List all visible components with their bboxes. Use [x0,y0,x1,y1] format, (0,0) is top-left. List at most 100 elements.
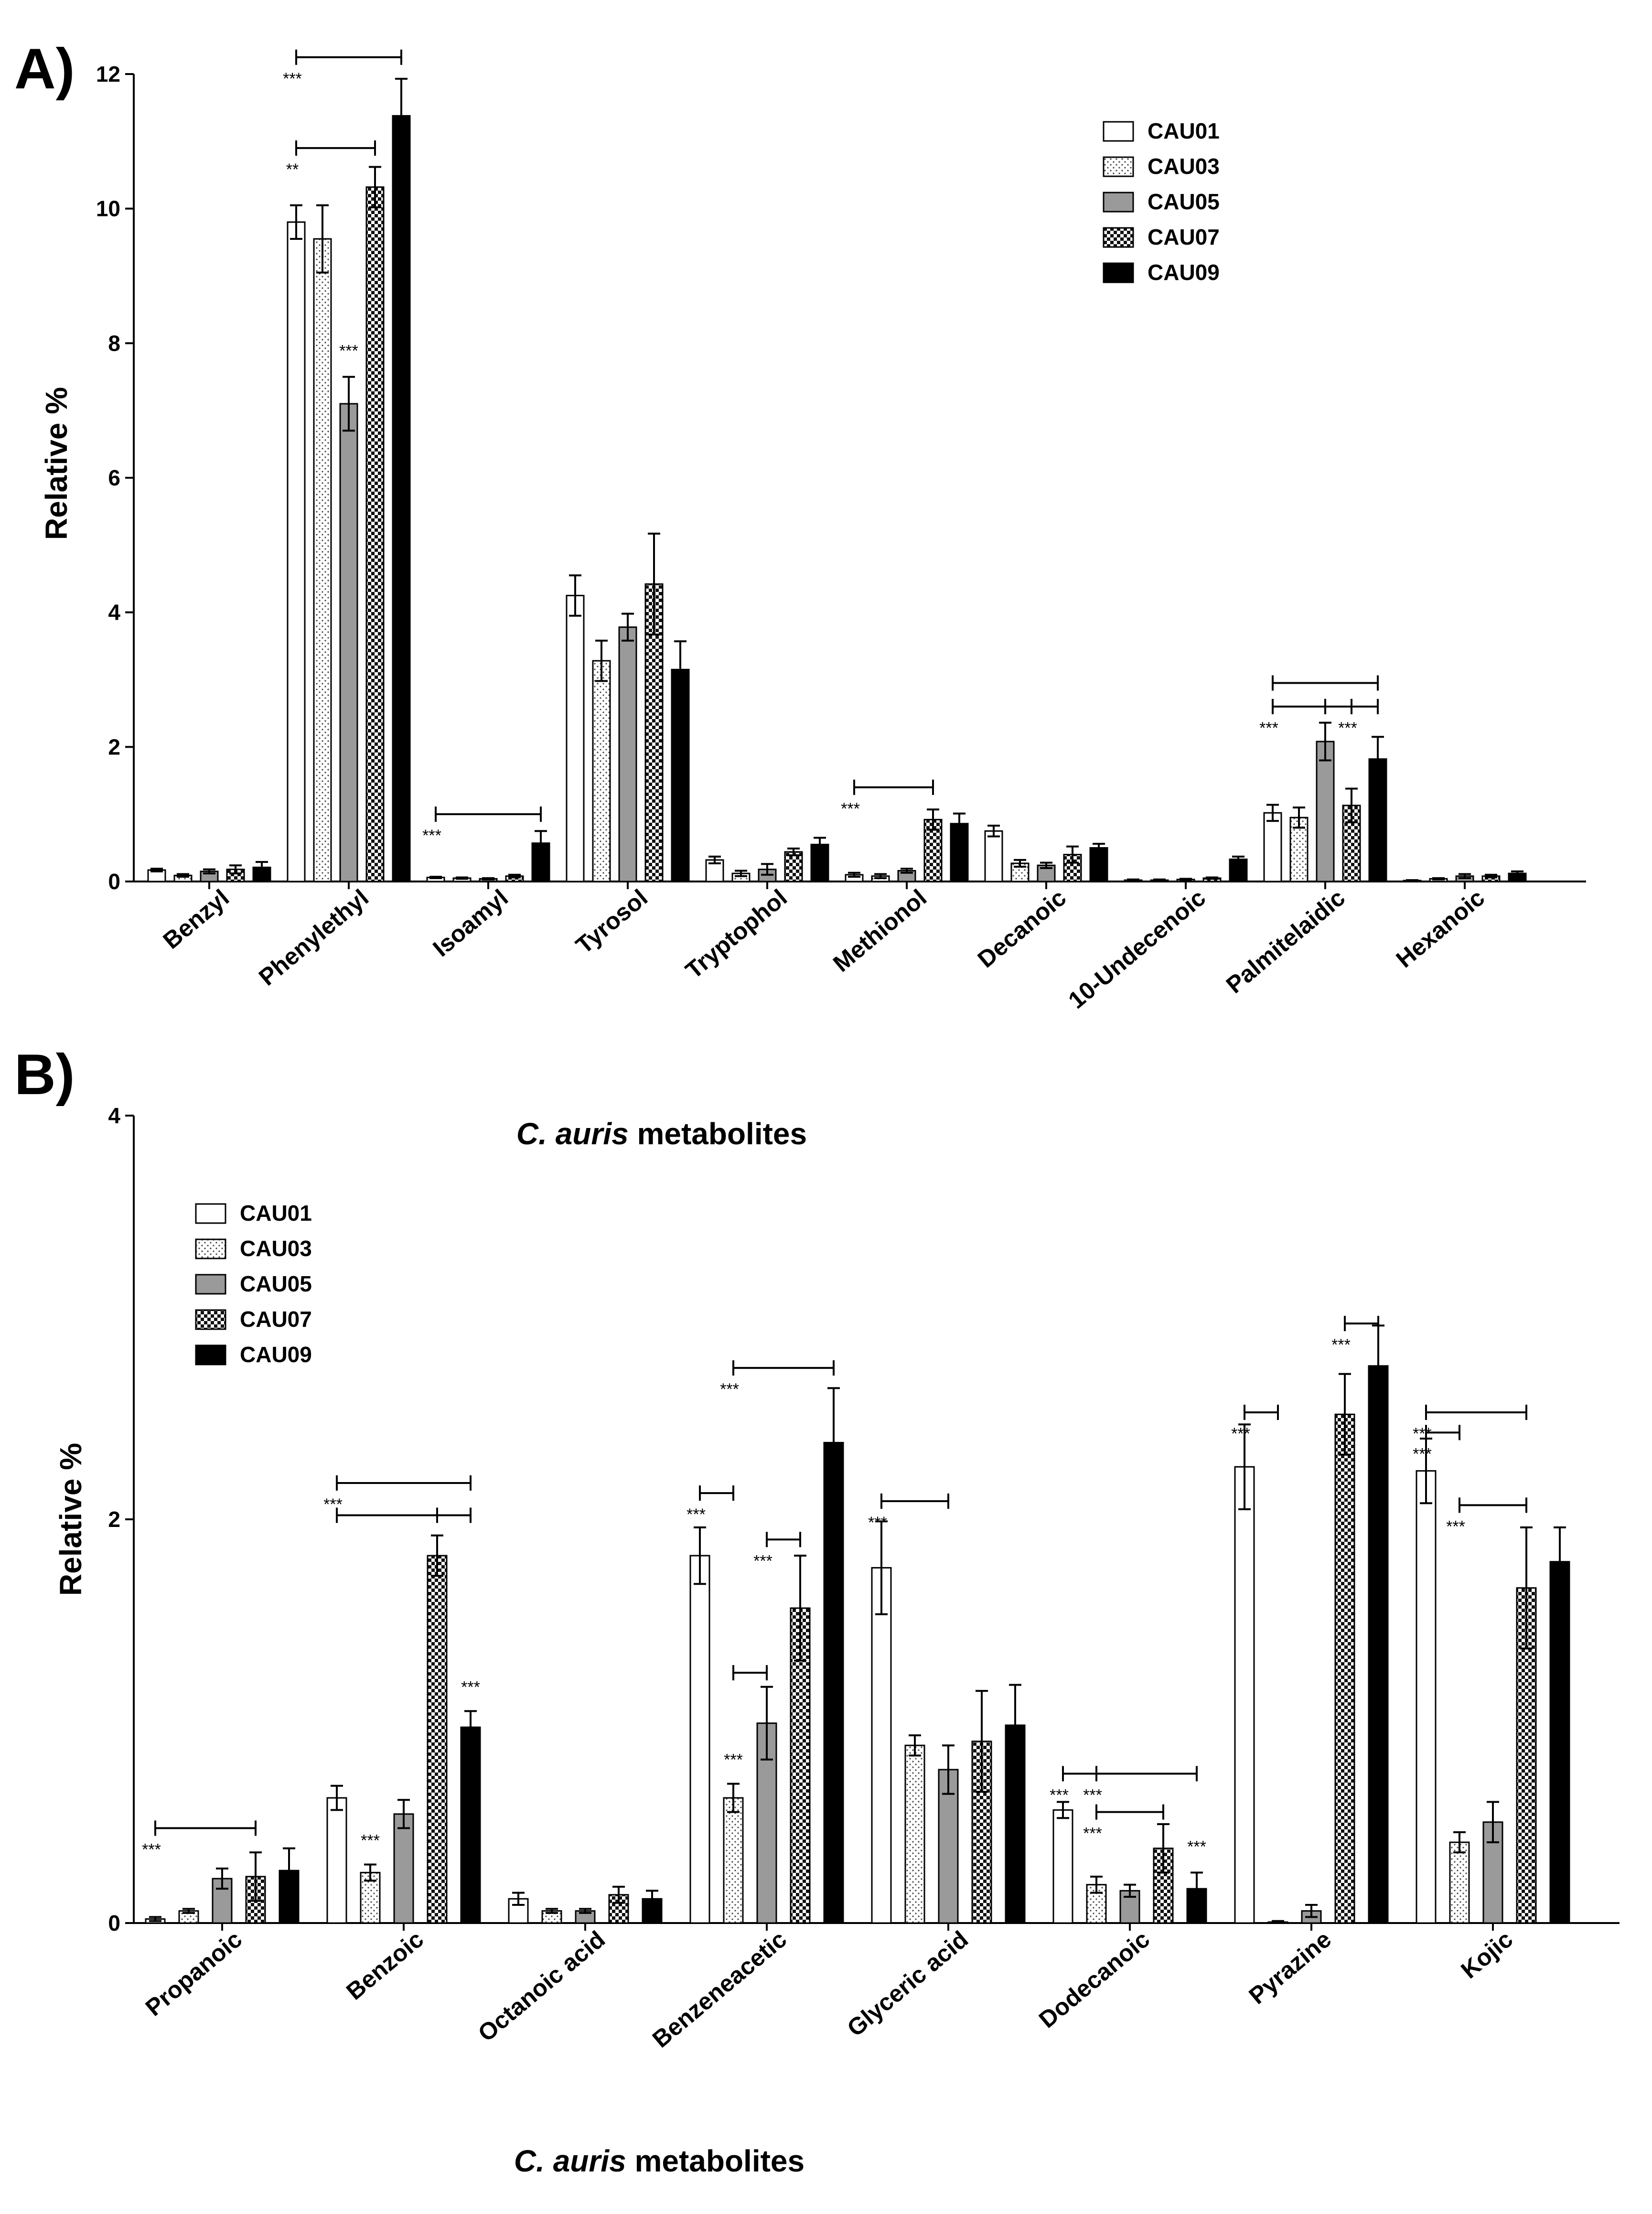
panel-b-category-label: Kojic [1456,1926,1518,1984]
panel-b-legend-label-cau01: CAU01 [240,1201,312,1225]
panel-a-y-tick-label: 10 [96,196,120,221]
panel-b-chart: B) 0 2 4 Propanoic Benzoic Octanoic acid Benze… [14,1043,1620,2178]
panel-b-legend: CAU01 CAU03 CAU05 CAU07 CAU09 [195,1201,312,1367]
panel-b-bar-cau09 [460,1726,481,1924]
panel-b-category-label: Benzoic [341,1926,429,2005]
panel-a-bar-cau03 [592,660,611,882]
panel-b-category-label: Glyceric acid [842,1926,973,2042]
panel-b-significance-label: *** [1187,1838,1206,1856]
panel-a-category-label: Palmitelaidic [1221,884,1350,999]
panel-b-significance-label: *** [868,1514,887,1532]
panel-b-y-tick-label: 2 [108,1507,120,1532]
panel-b-legend-label-cau03: CAU03 [240,1236,312,1261]
panel-a-significance-label: *** [339,342,358,360]
panel-a-bar-cau01 [287,221,306,882]
panel-b-legend-swatch-cau09 [195,1344,226,1365]
panel-b-significance-label: *** [1083,1825,1102,1843]
panel-b-bar-cau03 [1449,1841,1470,1924]
panel-a-significance-label: *** [1259,719,1278,737]
panel-a-bar-cau07 [365,186,385,882]
panel-b-legend-swatch-cau07 [195,1309,226,1330]
panel-a-legend-swatch-cau01 [1103,121,1134,142]
panel-a-bar-cau05 [618,626,637,882]
panel-b-significance-label: *** [1446,1517,1465,1536]
panel-b-bar-cau09 [823,1441,844,1924]
panel-a-category-label: Isoamyl [428,884,513,962]
panel-a-category-label: 10-Undecenoic [1063,884,1211,1014]
panel-a-bar-cau09 [392,115,411,882]
panel-a-significance-label: *** [841,800,860,818]
panel-b-bar-cau03 [723,1797,744,1924]
panel-a-bar-cau05 [339,403,358,882]
panel-b-y-axis-title: Relative % [54,1443,88,1596]
panel-a-legend: CAU01 CAU03 CAU05 CAU07 CAU09 [1103,118,1220,285]
panel-b-legend-swatch-cau01 [195,1203,226,1224]
panel-a-y-tick-label: 4 [108,600,120,625]
panel-a-bar-cau09 [1229,859,1248,882]
panel-a-bar-cau07 [784,851,803,882]
panel-b-bar-cau07 [1334,1413,1355,1924]
panel-a-significance-label: *** [283,70,302,88]
panel-b-y-tick-label: 0 [108,1911,120,1935]
panel-b-letter: B) [14,1043,75,1107]
panel-b-plot-area: 0 2 4 Propanoic Benzoic Octanoic acid Benzenea… [108,1103,1620,2053]
panel-a-legend-label-cau03: CAU03 [1148,154,1220,179]
panel-b-legend-label-cau05: CAU05 [240,1271,312,1296]
panel-a-category-label: Tyrosol [571,884,653,959]
panel-b-category-label: Pyrazine [1244,1926,1337,2010]
panel-b-significance-label: *** [753,1552,772,1570]
panel-a-category-label: Benzyl [158,884,234,954]
panel-a-legend-swatch-cau05 [1103,192,1134,213]
panel-b-bar-cau01 [1052,1809,1073,1924]
panel-b-significance-label: *** [1413,1425,1432,1443]
panel-a-y-axis-title: Relative % [39,387,74,540]
panel-b-significance-label: *** [1231,1425,1250,1443]
panel-a-legend-swatch-cau09 [1103,262,1134,283]
panel-b-bar-cau07 [427,1555,448,1924]
panel-a-significance-label: ** [286,161,299,179]
panel-a-category-label: Hexanoic [1391,884,1490,973]
panel-b-bar-cau03 [904,1744,925,1924]
panel-a-y-tick-label: 2 [108,734,120,759]
panel-b-bar-cau05 [393,1813,414,1924]
panel-b-bar-cau01 [326,1797,347,1924]
panel-a-y-tick-label: 12 [96,62,120,86]
panel-a-bar-cau03 [313,238,332,882]
panel-a-legend-label-cau07: CAU07 [1148,225,1220,249]
panel-b-bar-cau01 [1416,1470,1437,1924]
panel-a-bar-cau09 [1089,847,1108,882]
panel-a-category-label: Phenylethyl [254,884,374,991]
panel-b-bar-cau09 [1368,1365,1389,1924]
panel-a-category-label: Methionol [828,884,932,978]
panel-b-significance-label: *** [724,1751,743,1769]
panel-b-significance-label: *** [361,1832,380,1850]
panel-a-y-tick-label: 8 [108,331,120,355]
panel-a-letter: A) [14,37,75,101]
panel-a-y-tick-label: 6 [108,465,120,490]
panel-a-significance-label: *** [1338,719,1357,737]
panel-a-bar-cau01 [1263,812,1282,882]
panel-a-legend-swatch-cau07 [1103,227,1134,248]
panel-b-bar-cau01 [871,1567,892,1924]
panel-a-x-axis-title: C. auris metabolites [516,1117,807,1151]
panel-a-bar-cau01 [566,594,585,882]
panel-b-significance-label: *** [1413,1445,1432,1463]
panel-b-bar-cau09 [1549,1561,1570,1924]
panel-a-legend-label-cau05: CAU05 [1148,189,1220,214]
panel-b-significance-label: *** [142,1840,161,1859]
panel-a-chart: A) 0 2 4 6 8 10 12 Benzyl Phenylethyl Isoamyl Tyro… [14,37,1586,1151]
panel-a-plot-area: 0 2 4 6 8 10 12 Benzyl Phenylethyl Isoamyl Tyrosol… [96,49,1586,1014]
panel-b-significance-label: *** [687,1505,706,1524]
panel-a-y-tick-label: 0 [108,869,120,894]
panel-b-bar-cau01 [1234,1466,1255,1924]
panel-b-category-label: Octanoic acid [473,1926,610,2047]
panel-b-category-label: Dodecanoic [1034,1926,1155,2033]
panel-b-x-axis-title: C. auris metabolites [514,2144,805,2178]
panel-b-legend-label-cau07: CAU07 [240,1307,312,1332]
panel-b-significance-label: *** [1331,1336,1351,1354]
panel-b-significance-label: *** [1083,1786,1102,1804]
panel-a-bar-cau05 [1316,741,1335,882]
panel-b-significance-label: *** [1050,1786,1069,1804]
panel-b-bar-cau09 [1186,1888,1207,1924]
